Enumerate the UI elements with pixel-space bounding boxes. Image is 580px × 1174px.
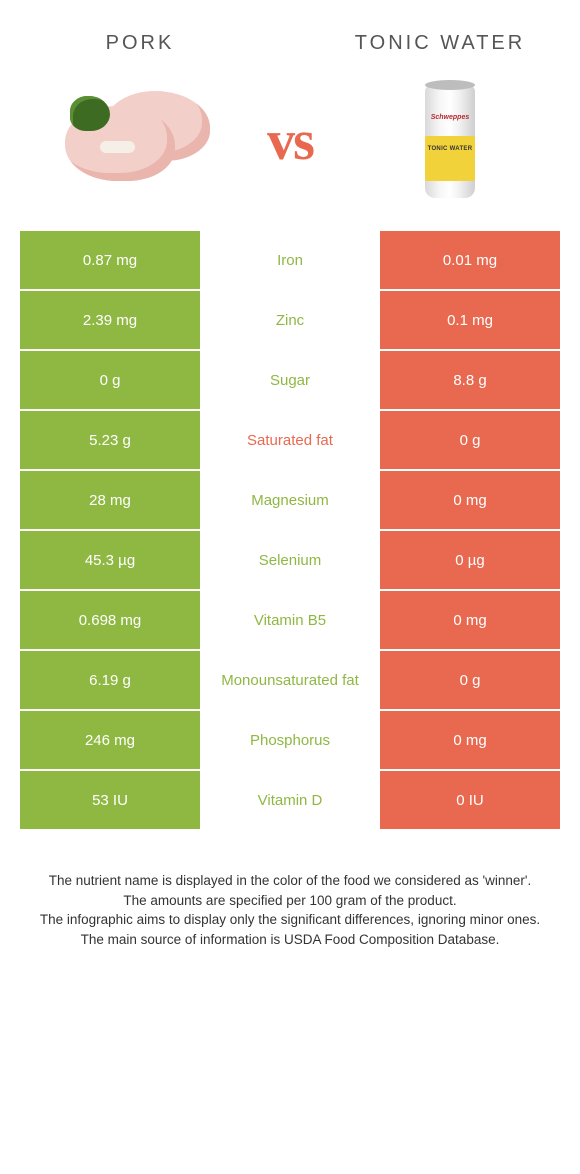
image-right: Schweppes TONIC WATER — [360, 76, 540, 206]
table-row: 6.19 gMonounsaturated fat0 g — [20, 651, 560, 709]
value-right: 0 mg — [380, 471, 560, 529]
table-row: 246 mgPhosphorus0 mg — [20, 711, 560, 769]
nutrient-name: Monounsaturated fat — [200, 651, 380, 709]
table-row: 53 IUVitamin D0 IU — [20, 771, 560, 829]
nutrient-name: Magnesium — [200, 471, 380, 529]
value-right: 0 µg — [380, 531, 560, 589]
value-left: 6.19 g — [20, 651, 200, 709]
pork-illustration — [45, 86, 215, 196]
header-left: Pork — [40, 30, 240, 56]
value-right: 0 mg — [380, 711, 560, 769]
title-left: Pork — [40, 30, 240, 56]
table-row: 28 mgMagnesium0 mg — [20, 471, 560, 529]
nutrient-name: Zinc — [200, 291, 380, 349]
value-left: 0 g — [20, 351, 200, 409]
table-row: 0.698 mgVitamin B50 mg — [20, 591, 560, 649]
table-row: 5.23 gSaturated fat0 g — [20, 411, 560, 469]
value-left: 53 IU — [20, 771, 200, 829]
vs-label: vs — [267, 109, 313, 173]
value-left: 0.87 mg — [20, 231, 200, 289]
can-brand: Schweppes — [420, 114, 480, 121]
image-left — [40, 76, 220, 206]
value-right: 0 IU — [380, 771, 560, 829]
value-left: 28 mg — [20, 471, 200, 529]
title-right: Tonic water — [340, 30, 540, 56]
table-row: 0 gSugar8.8 g — [20, 351, 560, 409]
footnotes: The nutrient name is displayed in the co… — [0, 831, 580, 949]
nutrient-name: Sugar — [200, 351, 380, 409]
value-left: 45.3 µg — [20, 531, 200, 589]
value-right: 0 g — [380, 411, 560, 469]
footnote-line: The nutrient name is displayed in the co… — [35, 871, 545, 891]
images-row: vs Schweppes TONIC WATER — [0, 66, 580, 231]
nutrient-name: Phosphorus — [200, 711, 380, 769]
table-row: 2.39 mgZinc0.1 mg — [20, 291, 560, 349]
value-left: 5.23 g — [20, 411, 200, 469]
value-right: 0.1 mg — [380, 291, 560, 349]
nutrient-name: Iron — [200, 231, 380, 289]
can-label: TONIC WATER — [420, 146, 480, 152]
comparison-table: 0.87 mgIron0.01 mg2.39 mgZinc0.1 mg0 gSu… — [0, 231, 580, 829]
nutrient-name: Selenium — [200, 531, 380, 589]
value-left: 2.39 mg — [20, 291, 200, 349]
footnote-line: The amounts are specified per 100 gram o… — [35, 891, 545, 911]
nutrient-name: Saturated fat — [200, 411, 380, 469]
can-illustration: Schweppes TONIC WATER — [420, 76, 480, 206]
nutrient-name: Vitamin B5 — [200, 591, 380, 649]
header-right: Tonic water — [340, 30, 540, 56]
value-left: 246 mg — [20, 711, 200, 769]
value-right: 0 mg — [380, 591, 560, 649]
header: Pork Tonic water — [0, 0, 580, 66]
table-row: 0.87 mgIron0.01 mg — [20, 231, 560, 289]
table-row: 45.3 µgSelenium0 µg — [20, 531, 560, 589]
value-right: 0 g — [380, 651, 560, 709]
value-right: 8.8 g — [380, 351, 560, 409]
footnote-line: The main source of information is USDA F… — [35, 930, 545, 950]
value-right: 0.01 mg — [380, 231, 560, 289]
value-left: 0.698 mg — [20, 591, 200, 649]
footnote-line: The infographic aims to display only the… — [35, 910, 545, 930]
nutrient-name: Vitamin D — [200, 771, 380, 829]
